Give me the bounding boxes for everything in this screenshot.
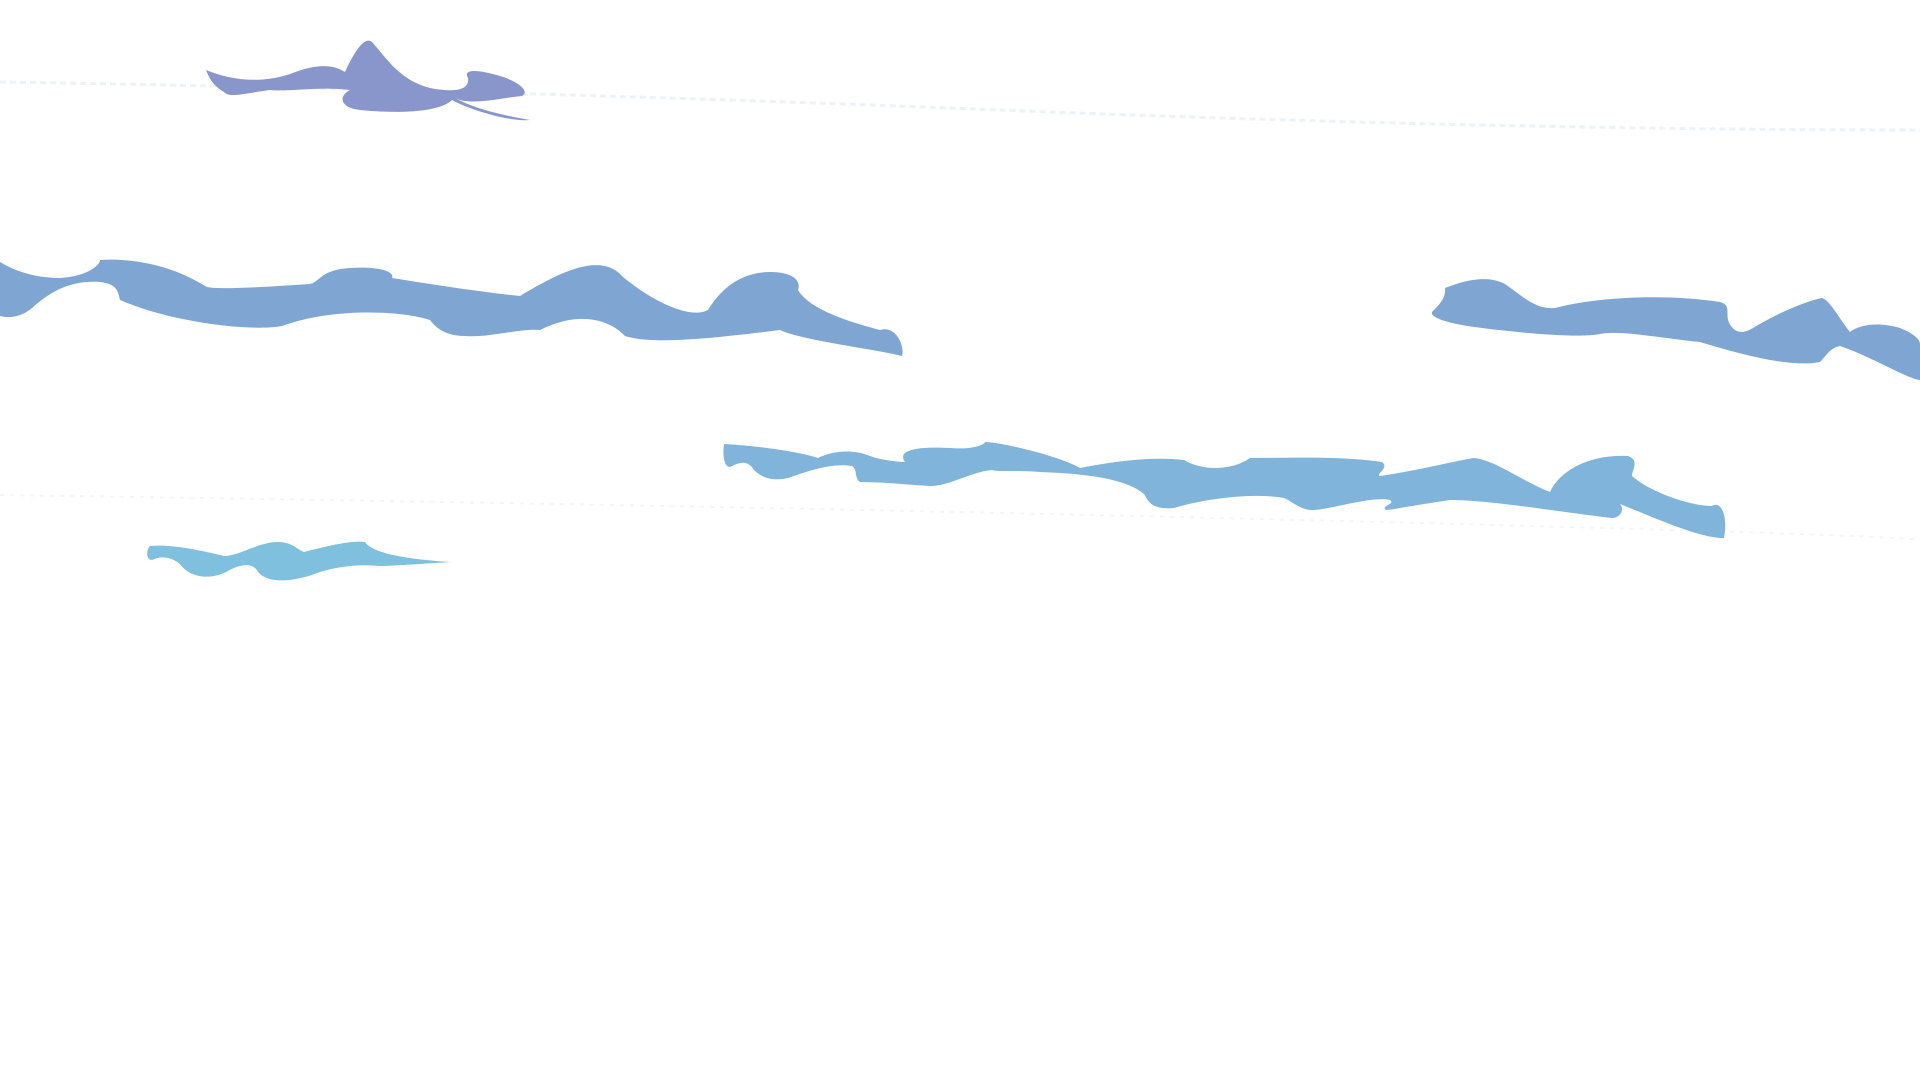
faint-streak-middle	[0, 494, 1920, 541]
wave-middle	[723, 442, 1726, 538]
wave-lower-small	[147, 541, 450, 581]
wave-upper-right	[1431, 279, 1920, 380]
wave-upper-left	[0, 259, 903, 356]
wave-top-small	[206, 40, 530, 121]
